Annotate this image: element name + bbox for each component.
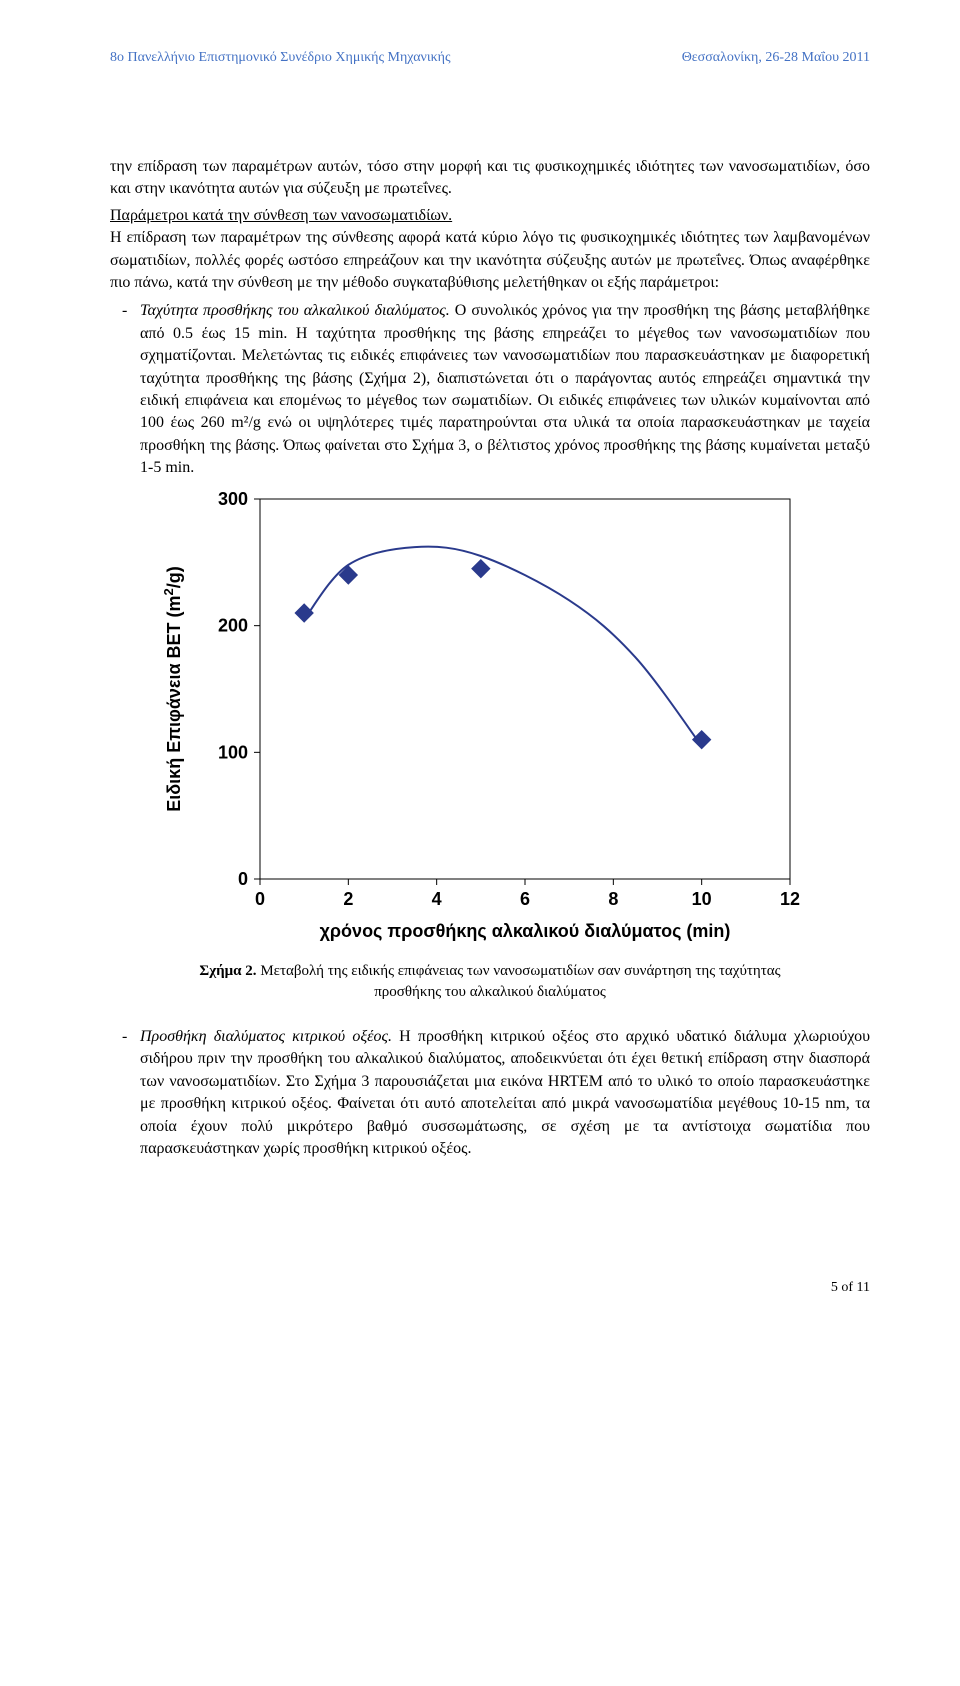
header-right: Θεσσαλονίκη, 26-28 Μαΐου 2011 <box>682 50 870 66</box>
page-footer: 5 of 11 <box>110 1280 870 1296</box>
bet-chart: 0 2 4 6 8 10 12 0 100 200 300 χρόνος προσθήκης αλκα… <box>150 489 810 949</box>
bullet-2-body: Η προσθήκη κιτρικού οξέος στο αρχικό υδα… <box>140 1028 870 1157</box>
svg-text:12: 12 <box>780 889 800 909</box>
svg-text:10: 10 <box>692 889 712 909</box>
bullet-1-text: Ταχύτητα προσθήκης του αλκαλικού διαλύμα… <box>140 300 870 479</box>
svg-text:0: 0 <box>255 889 265 909</box>
svg-text:8: 8 <box>608 889 618 909</box>
bullet-1-body: Ο συνολικός χρόνος για την προσθήκη της … <box>140 302 870 476</box>
svg-text:2: 2 <box>343 889 353 909</box>
figure-caption: Σχήμα 2. Μεταβολή της ειδικής επιφάνειας… <box>170 961 810 1002</box>
svg-text:100: 100 <box>218 743 248 763</box>
svg-text:200: 200 <box>218 616 248 636</box>
body-copy: την επίδραση των παραμέτρων αυτών, τόσο … <box>110 156 870 479</box>
bullet-item-1: - Ταχύτητα προσθήκης του αλκαλικού διαλύ… <box>122 300 870 479</box>
chart-svg: 0 2 4 6 8 10 12 0 100 200 300 χρόνος προσθήκης αλκα… <box>150 489 810 949</box>
svg-text:0: 0 <box>238 869 248 889</box>
bullet-2-lead: Προσθήκη διαλύματος κιτρικού οξέος. <box>140 1028 392 1045</box>
bullet-dash: - <box>122 1026 140 1160</box>
para2-title: Παράμετροι κατά την σύνθεση των νανοσωμα… <box>110 207 452 224</box>
body-copy-2: - Προσθήκη διαλύματος κιτρικού οξέος. Η … <box>110 1026 870 1160</box>
svg-text:6: 6 <box>520 889 530 909</box>
paragraph-2: Παράμετροι κατά την σύνθεση των νανοσωμα… <box>110 205 870 295</box>
svg-text:χρόνος προσθήκης αλκαλικού δια: χρόνος προσθήκης αλκαλικού διαλύματος (m… <box>320 921 731 941</box>
page-header: 8ο Πανελλήνιο Επιστημονικό Συνέδριο Χημι… <box>110 50 870 66</box>
bullet-1-lead: Ταχύτητα προσθήκης του αλκαλικού διαλύμα… <box>140 302 450 319</box>
paragraph-1: την επίδραση των παραμέτρων αυτών, τόσο … <box>110 156 870 201</box>
bullet-dash: - <box>122 300 140 479</box>
svg-text:4: 4 <box>432 889 442 909</box>
header-left: 8ο Πανελλήνιο Επιστημονικό Συνέδριο Χημι… <box>110 50 451 66</box>
svg-text:Ειδική Επιφάνεια BET (m2/g): Ειδική Επιφάνεια BET (m2/g) <box>161 567 185 813</box>
bullet-item-2: - Προσθήκη διαλύματος κιτρικού οξέος. Η … <box>122 1026 870 1160</box>
para2-body: Η επίδραση των παραμέτρων της σύνθεσης α… <box>110 229 870 291</box>
bullet-2-text: Προσθήκη διαλύματος κιτρικού οξέος. Η πρ… <box>140 1026 870 1160</box>
chart-container: 0 2 4 6 8 10 12 0 100 200 300 χρόνος προσθήκης αλκα… <box>150 489 870 949</box>
svg-text:300: 300 <box>218 489 248 509</box>
caption-label: Σχήμα 2. <box>199 963 260 979</box>
caption-text: Μεταβολή της ειδικής επιφάνειας των νανο… <box>260 963 780 999</box>
